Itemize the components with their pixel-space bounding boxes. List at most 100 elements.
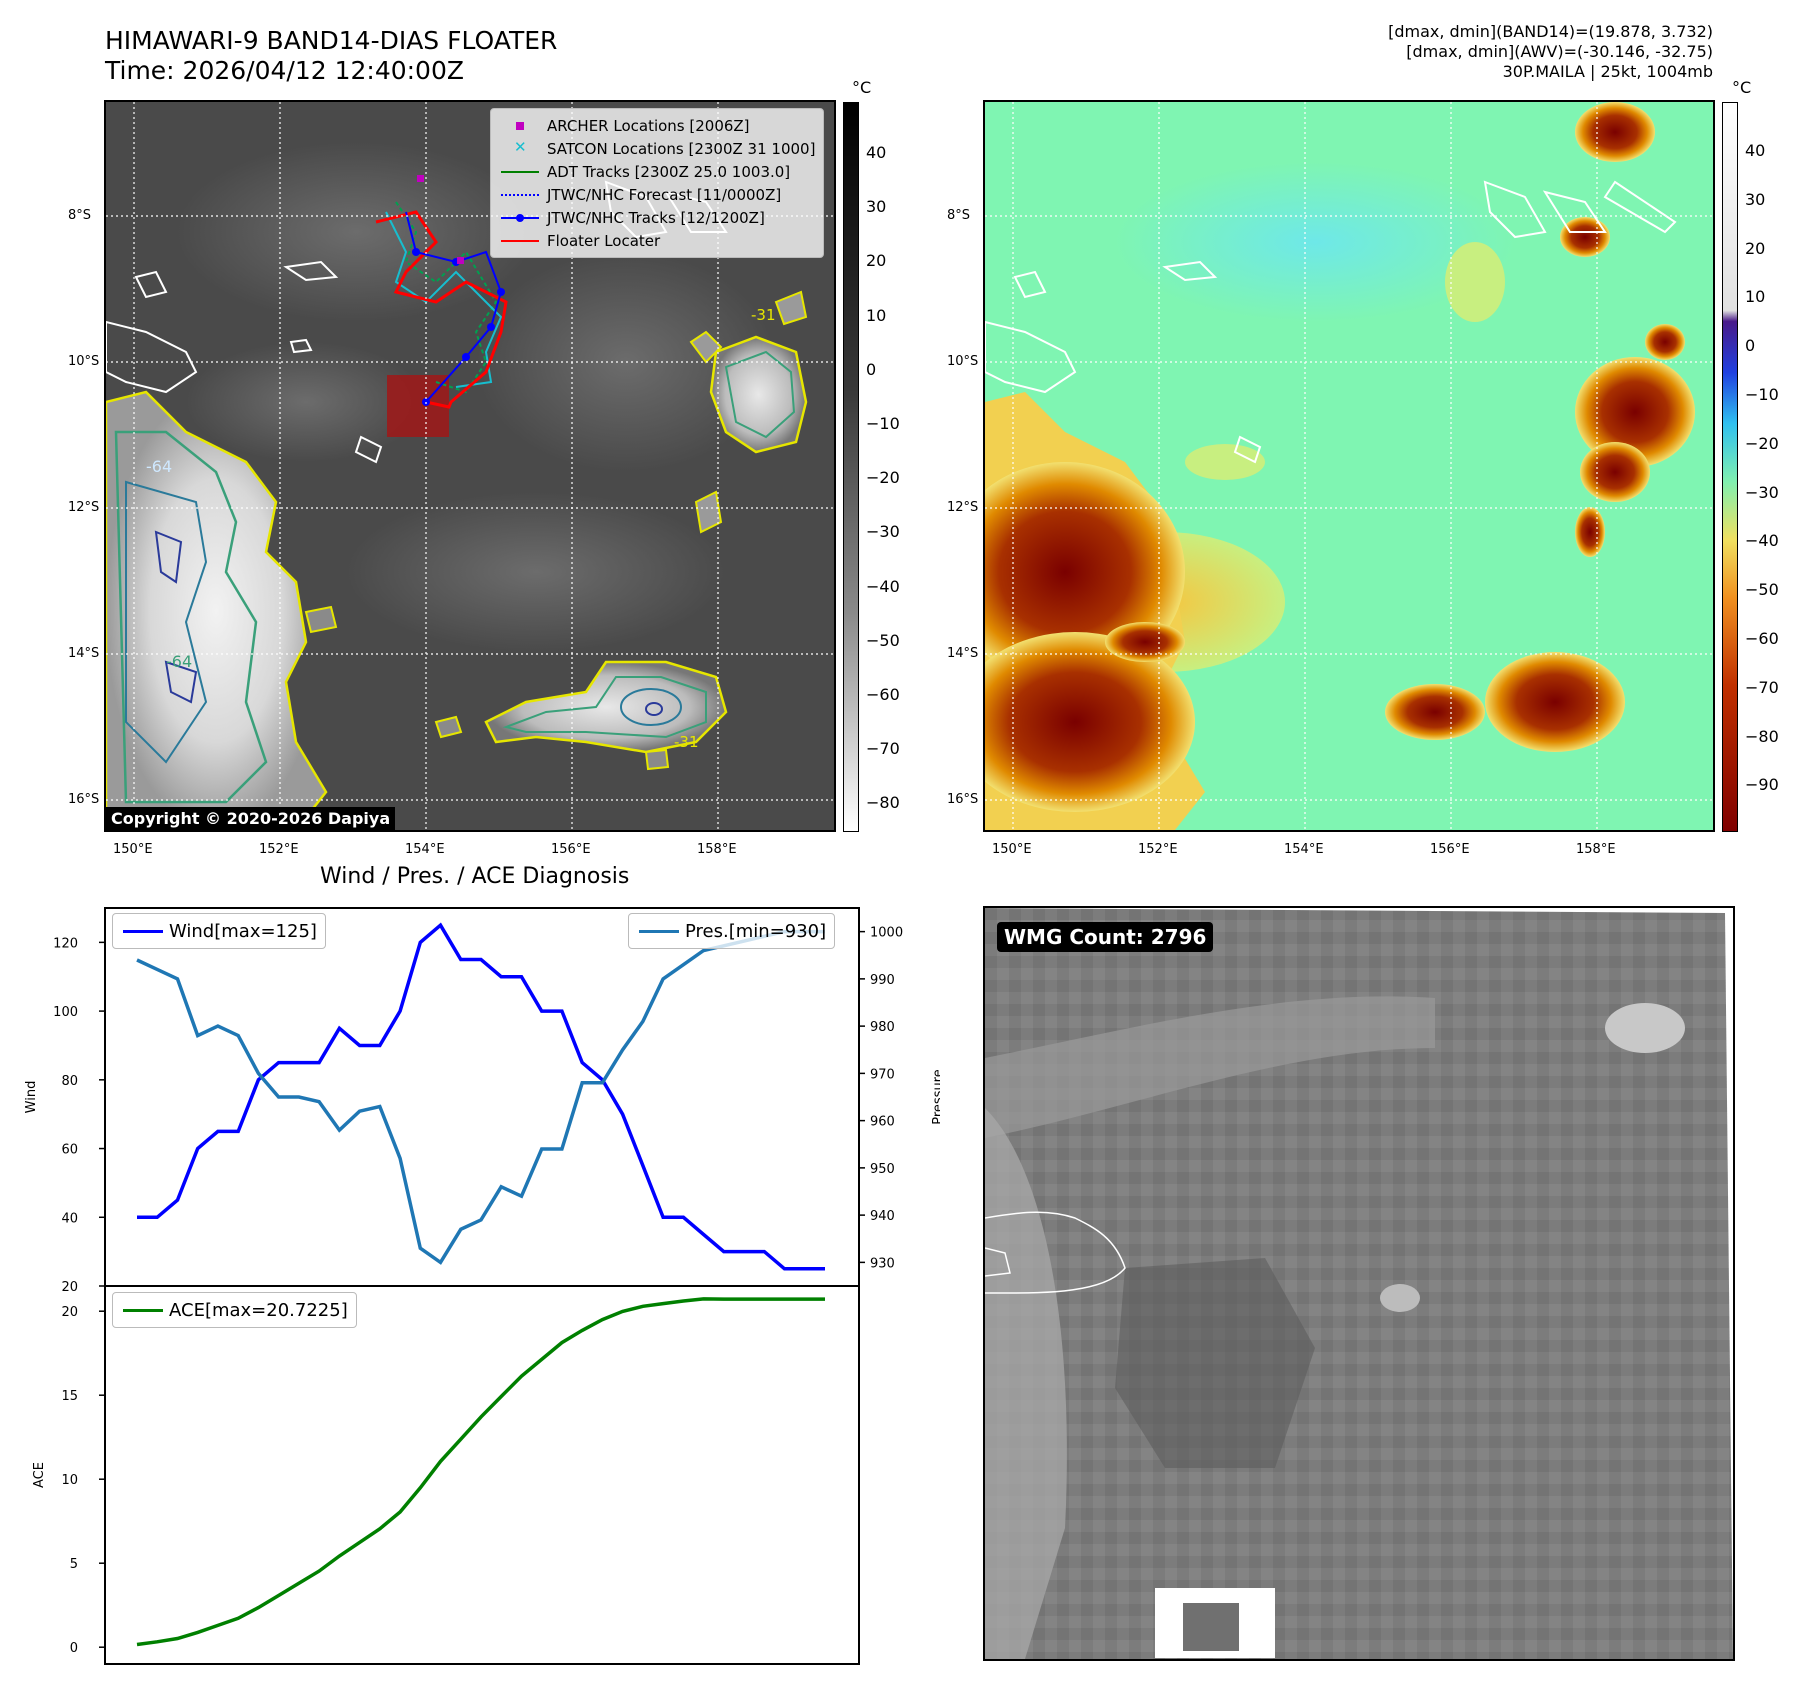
contour-label: -64 [146,457,172,476]
colorbar-tick-label: 10 [1745,287,1766,307]
contour-label: -31 [751,306,776,324]
wind-yticks: 20 40 60 80 100 120 [53,936,105,1295]
pres-legend: Pres.[min=930] [628,913,836,949]
info-band14-range: [dmax, dmin](BAND14)=(19.878, 3.732) [1388,22,1713,41]
archer-marker [457,257,464,264]
copyright-label: Copyright © 2020-2026 Dapiya [106,807,396,830]
deep-convection [1580,442,1650,502]
wmg-bright-spot [1605,1003,1685,1053]
lon-label: 158°E [1576,842,1616,857]
wmg-bright-spot [1380,1284,1420,1312]
moist-region [1115,162,1515,322]
colorbar-tick-label: 30 [866,197,887,217]
colorbar-tick-label: 20 [866,251,887,271]
colorbar-tick-label: 20 [1745,238,1766,258]
lon-label: 154°E [405,842,445,857]
floater-track [375,210,508,409]
pressure-series-line [136,929,825,1265]
ace-legend: ACE[max=20.7225] [112,1292,357,1328]
deep-convection [1385,684,1485,740]
contour-west-inner [125,480,208,764]
colorbar-tick-label: −70 [866,739,900,759]
legend-satcon: ✕ SATCON Locations [2300Z 31 1000] [499,137,815,160]
lon-label: 156°E [551,842,591,857]
lat-label: 14°S [947,646,979,661]
y-tick-label: 10 [61,1473,78,1488]
deep-convection [1575,507,1605,557]
colorbar-tick-label: −10 [1745,385,1779,404]
ace-frame [104,1285,860,1665]
colorbar-tick-label: −50 [866,630,900,650]
pres-yticks: 930 940 950 960 970 980 990 1000 [859,926,903,1271]
lat-label: 10°S [68,354,100,369]
chart-title: HIMAWARI-9 BAND14-DIAS FLOATER [105,26,558,55]
colorbar-tick-label: −40 [1745,531,1779,551]
lon-label: 158°E [697,842,737,857]
colorbar-tick-label: −40 [866,576,900,596]
map-grid [106,102,834,830]
island-coast [134,270,168,299]
archer-marker [417,175,424,182]
y-tick-label: 100 [53,1005,78,1020]
legend-jtwc-forecast: JTWC/NHC Forecast [11/0000Z] [499,183,815,206]
colorbar-tick-label: −30 [1745,482,1779,502]
y-tick-label: 120 [53,936,78,951]
wind-series-line [137,922,825,1271]
awv-map [983,100,1715,832]
contour-east [724,350,796,439]
y-tick-label: 980 [870,1020,895,1035]
cloud-haze [346,492,726,652]
lat-label: 12°S [947,500,979,515]
solid-line-icon [499,165,541,179]
cold-cloud-south [484,660,728,754]
chart-time: Time: 2026/04/12 12:40:00Z [105,56,464,85]
y-tick-label: 950 [870,1162,895,1177]
cloud-haze [176,142,536,322]
warm-region [1445,242,1505,322]
wmg-count-label: WMG Count: 2796 [997,922,1214,952]
y-tick-label: 1000 [870,926,903,941]
solid-line-icon [121,924,163,938]
wmg-field [985,908,1733,1659]
deep-convection [1485,652,1625,752]
lat-label: 16°S [68,792,100,807]
wmg-dark-block [1183,1603,1239,1651]
lat-label: 8°S [947,208,971,223]
colorbar-tick-label: −50 [1745,580,1779,600]
pres-ylabel: Pressure [931,1069,940,1125]
y-tick-label: 60 [61,1143,78,1158]
ace-ylabel: ACE [32,1462,47,1488]
colorbar-tick-label: −30 [866,522,900,542]
legend-archer: ARCHER Locations [2006Z] [499,114,815,137]
wind-pres-frame [104,907,860,1287]
map-grid [985,102,1713,830]
colorbar-tick-label: 40 [866,143,887,162]
lon-label: 152°E [1138,842,1178,857]
cloud-haze [186,342,426,462]
cold-cloud-small [304,605,670,771]
contour-south [502,676,707,739]
y-tick-label: 960 [870,1115,895,1130]
track-legend: ARCHER Locations [2006Z] ✕ SATCON Locatio… [490,108,825,258]
colorbar-unit: °C [852,78,872,97]
jtwc-track [405,211,503,403]
info-block: [dmax, dmin](BAND14)=(19.878, 3.732) [dm… [1388,22,1713,82]
deep-convection [985,632,1195,812]
deep-convection [1645,324,1685,360]
lon-label: 154°E [1284,842,1324,857]
deep-convection [1575,102,1655,162]
lat-label: 16°S [947,792,979,807]
lat-label: 12°S [68,500,100,515]
colorbar-tick-label: 10 [866,305,887,325]
y-tick-label: 0 [70,1641,78,1656]
solid-line-icon [121,1303,163,1317]
colorbar-tick-label: 0 [866,359,877,379]
island-coast [106,320,198,394]
band14-map-svg: -31 -64 -64 -31 [106,102,834,830]
colorbar-tick-label: 0 [1745,336,1756,356]
y-tick-label: 5 [70,1557,78,1572]
colorbar-tick-label: −10 [866,414,900,433]
y-tick-label: 990 [870,973,895,988]
y-tick-label: 15 [61,1389,78,1404]
